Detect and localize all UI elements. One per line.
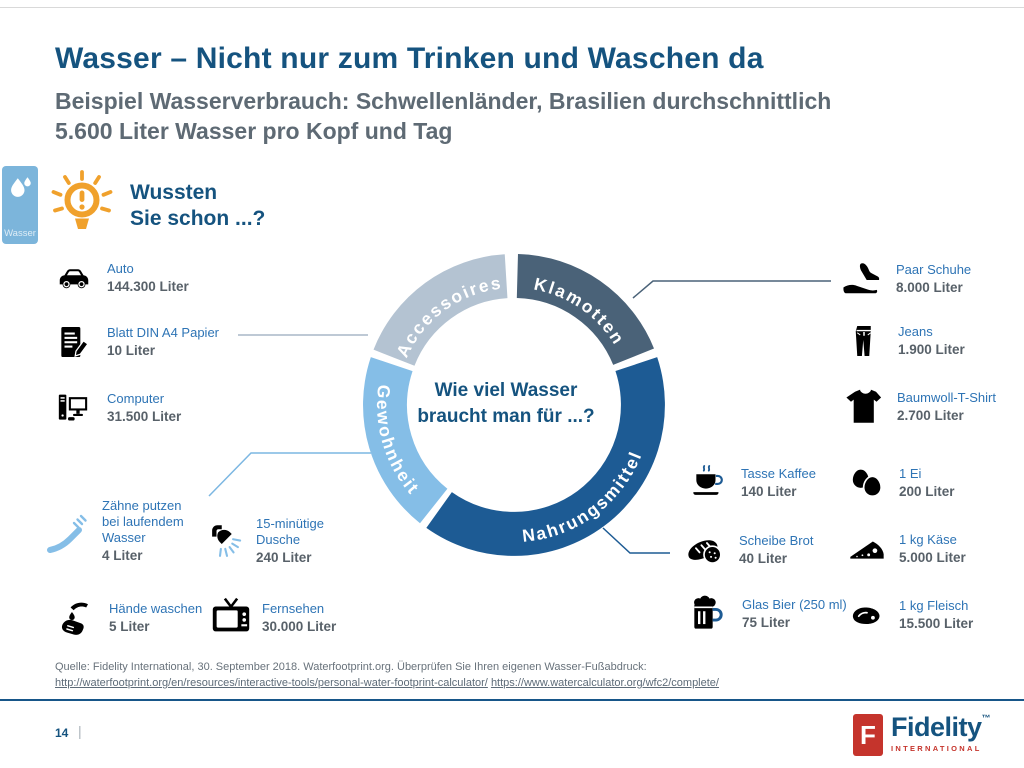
computer-icon [53, 388, 93, 428]
item-value: 240 Liter [256, 549, 312, 565]
item-label: 1 kg Fleisch [899, 598, 969, 614]
tshirt-icon [839, 386, 885, 428]
beer-mug-icon [687, 592, 731, 636]
item-dusche: 15-minütige Dusche 240 Liter [206, 516, 324, 565]
item-value: 1.900 Liter [898, 342, 965, 358]
donut-segment-gewohnheit [363, 357, 448, 524]
source-text: Quelle: Fidelity International, 30. Sept… [55, 661, 647, 673]
item-label: 15-minütige Dusche [256, 516, 324, 547]
shoes-icon [838, 258, 884, 300]
fidelity-logo-subtext: INTERNATIONAL [890, 744, 982, 753]
item-value: 140 Liter [741, 484, 797, 500]
page-subtitle: Beispiel Wasserverbrauch: Schwellenlände… [55, 88, 832, 144]
item-label: Glas Bier (250 ml) [742, 597, 847, 613]
item-value: 75 Liter [742, 615, 791, 631]
item-label: 1 Ei [899, 466, 922, 482]
fidelity-f-glyph: F [860, 720, 876, 750]
item-computer: Computer 31.500 Liter [53, 388, 181, 428]
source-link-watercalculator[interactable]: https://www.watercalculator.org/wfc2/com… [490, 676, 719, 689]
donut-center-label: Wie viel Wasser braucht man für ...? [417, 380, 595, 427]
item-kaese: 1 kg Käse 5.000 Liter [847, 529, 966, 569]
item-ei: 1 Ei 200 Liter [847, 463, 955, 503]
item-zaehne: Zähne putzen bei laufendem Wasser 4 Lite… [44, 498, 184, 563]
tv-icon [208, 595, 254, 641]
fidelity-logo-mark: F [852, 714, 883, 756]
item-value: 144.300 Liter [107, 279, 189, 295]
footer-divider [0, 699, 1024, 701]
coffee-cup-icon [686, 463, 730, 503]
toothbrush-icon [44, 507, 92, 555]
connector-gewohnheit [208, 452, 371, 497]
item-value: 4 Liter [102, 547, 143, 563]
item-label: Zähne putzen bei laufendem Wasser [102, 498, 184, 545]
car-icon [55, 259, 93, 297]
item-value: 5.000 Liter [899, 550, 966, 566]
donut-segment-klamotten [516, 254, 654, 366]
item-label: Jeans [898, 324, 933, 340]
jeans-icon [846, 320, 882, 362]
item-value: 8.000 Liter [896, 280, 963, 296]
item-value: 200 Liter [899, 484, 955, 500]
top-divider [0, 7, 1024, 8]
meat-icon [846, 596, 888, 634]
item-label: Hände waschen [109, 601, 203, 617]
paper-pencil-icon [55, 322, 93, 362]
item-label: Fernsehen [262, 601, 325, 617]
item-label: Tasse Kaffee [741, 466, 816, 482]
fidelity-logo-text: Fidelity [890, 712, 982, 742]
item-papier: Blatt DIN A4 Papier 10 Liter [55, 322, 219, 362]
source-link-waterfootprint[interactable]: http://waterfootprint.org/en/resources/i… [55, 676, 488, 689]
item-value: 10 Liter [107, 343, 156, 359]
item-value: 40 Liter [739, 551, 788, 567]
page-number-separator: | [78, 723, 82, 739]
item-value: 15.500 Liter [899, 616, 974, 632]
callout-heading: Wussten Sie schon ...? [130, 181, 266, 231]
sidebar-tab-wasser: Wasser [2, 166, 38, 244]
item-label: 1 kg Käse [899, 532, 957, 548]
source-note: Quelle: Fidelity International, 30. Sept… [55, 660, 719, 692]
item-value: 5 Liter [109, 619, 150, 635]
item-schuhe: Paar Schuhe 8.000 Liter [838, 258, 971, 300]
item-label: Auto [107, 261, 134, 277]
fidelity-logo: F Fidelity™ INTERNATIONAL [852, 712, 991, 756]
item-value: 31.500 Liter [107, 409, 182, 425]
item-label: Computer [107, 391, 165, 407]
connector-nahrungsmittel [602, 527, 670, 554]
shower-icon [206, 520, 248, 562]
item-fernsehen: Fernsehen 30.000 Liter [208, 595, 336, 641]
item-tshirt: Baumwoll-T-Shirt 2.700 Liter [839, 386, 996, 428]
sidebar-tab-label: Wasser [4, 228, 36, 239]
item-jeans: Jeans 1.900 Liter [846, 320, 965, 362]
donut-segment-accessoires [373, 254, 509, 367]
item-bier: Glas Bier (250 ml) 75 Liter [687, 592, 847, 636]
connector-klamotten [632, 280, 831, 299]
item-haende: Hände waschen 5 Liter [55, 596, 202, 640]
item-auto: Auto 144.300 Liter [55, 259, 189, 297]
bread-icon [682, 528, 730, 572]
item-label: Baumwoll-T-Shirt [897, 390, 996, 406]
item-kaffee: Tasse Kaffee 140 Liter [686, 463, 816, 503]
cheese-icon [847, 529, 887, 569]
page-number: 14 [55, 726, 69, 740]
item-value: 2.700 Liter [897, 408, 964, 424]
hand-wash-icon [55, 596, 99, 640]
item-brot: Scheibe Brot 40 Liter [682, 528, 813, 572]
trademark-symbol: ™ [981, 713, 991, 723]
item-fleisch: 1 kg Fleisch 15.500 Liter [846, 596, 973, 634]
item-label: Scheibe Brot [739, 533, 814, 549]
item-label: Paar Schuhe [896, 262, 972, 278]
connector-lines [208, 280, 831, 554]
page-title: Wasser – Nicht nur zum Trinken und Wasch… [55, 42, 764, 75]
donut-segment-nahrungsmittel [426, 357, 665, 556]
eggs-icon [847, 463, 887, 503]
item-value: 30.000 Liter [262, 619, 337, 635]
item-label: Blatt DIN A4 Papier [107, 325, 219, 341]
